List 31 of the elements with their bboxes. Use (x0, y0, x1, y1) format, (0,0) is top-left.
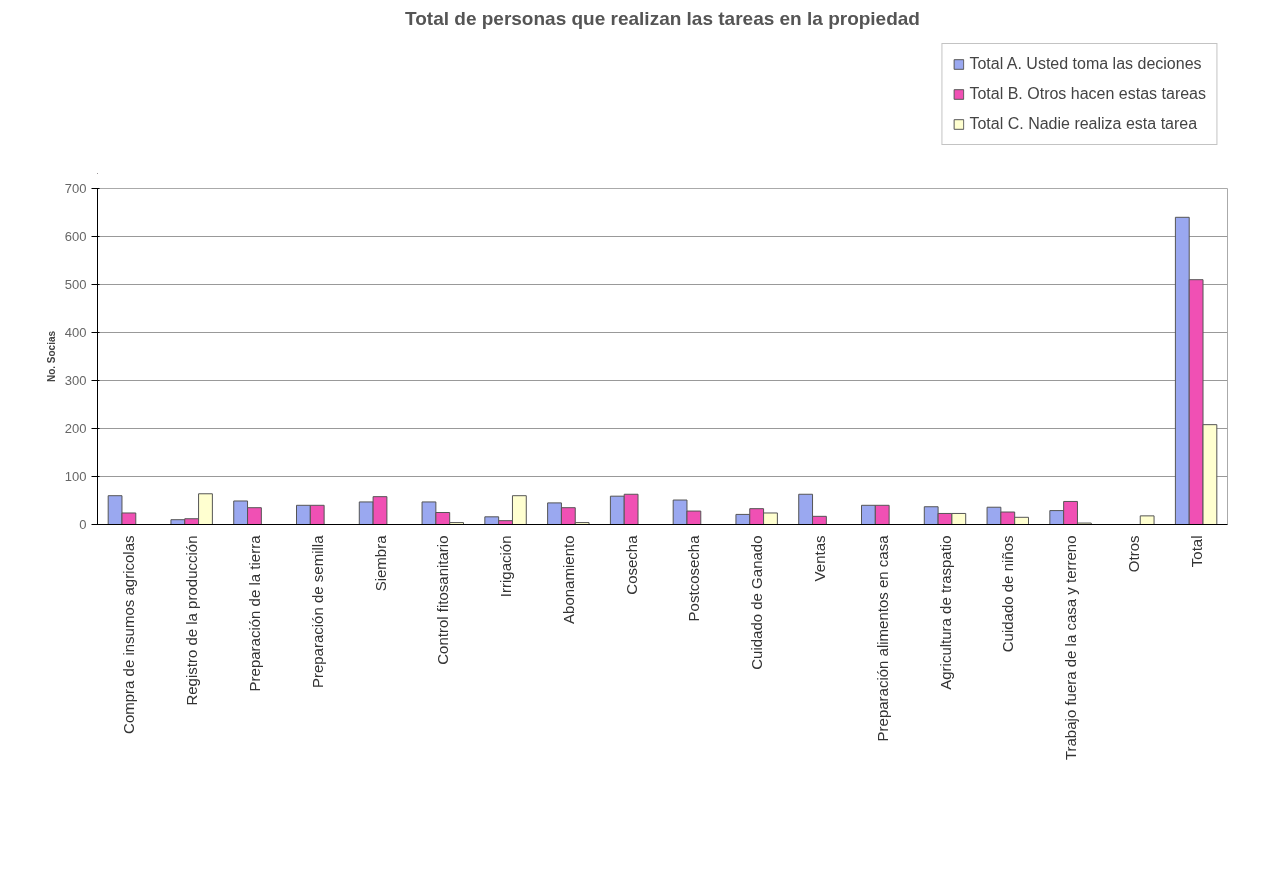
y-tick-label: 600 (64, 229, 87, 244)
legend-label: Total B. Otros hacen estas tareas (969, 84, 1206, 104)
x-tick-label: Agricultura de traspatio (936, 535, 954, 690)
x-tick-label: Preparación de semilla (308, 534, 326, 689)
x-tick-label: Preparación de la tierra (245, 534, 263, 692)
x-tick-label: Cuidado de niños (999, 535, 1017, 653)
x-tick-label: Otros (1124, 535, 1142, 573)
y-tick-label: 300 (64, 373, 87, 388)
y-tick-label: 400 (64, 325, 87, 340)
x-tick-label: Cuidado de Ganado (748, 535, 766, 670)
x-tick-label: Cosecha (622, 534, 640, 595)
legend-label: Total A. Usted toma las deciones (969, 54, 1202, 74)
x-tick-label: Postcosecha (685, 534, 703, 622)
y-tick-label: 500 (64, 277, 87, 292)
x-tick-label: Control fitosanitario (434, 535, 452, 665)
y-tick-label: 700 (64, 181, 87, 196)
legend-label: Total C. Nadie realiza esta tarea (969, 114, 1198, 134)
x-tick-label: Registro de la producción (183, 535, 201, 706)
x-tick-label: Total (1187, 535, 1205, 568)
chart-title: Total de personas que realizan las tareas en la propiedad (405, 7, 920, 29)
x-tick-label: Ventas (810, 535, 828, 582)
x-tick-label: Compra de insumos agricolas (120, 535, 138, 734)
x-tick-label: Siembra (371, 534, 389, 592)
x-tick-label: Preparación alimentos en casa (873, 534, 891, 742)
x-tick-label: Irrigación (497, 535, 515, 598)
x-tick-label: Abonamiento (559, 535, 577, 624)
y-axis-title: No. Socias (45, 330, 57, 383)
y-tick-label: 200 (64, 421, 87, 436)
x-tick-label: Trabajo fuera de la casa y terreno (1062, 535, 1080, 761)
y-tick-label: 0 (79, 517, 87, 532)
y-tick-label: 100 (64, 469, 87, 484)
